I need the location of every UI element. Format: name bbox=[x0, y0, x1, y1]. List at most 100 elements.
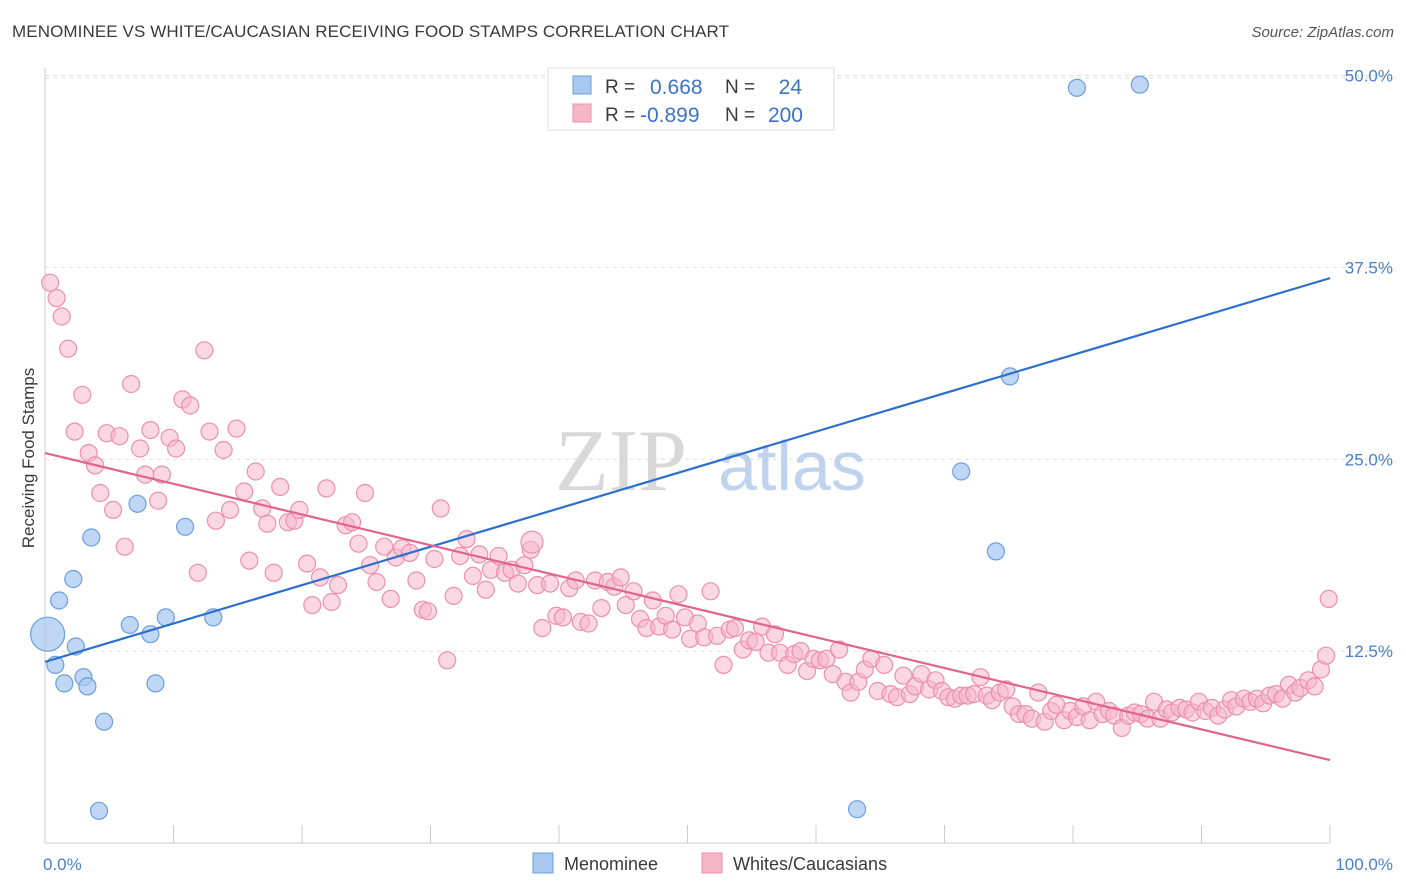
whites-point bbox=[616, 595, 635, 615]
source-label: Source: ZipAtlas.com bbox=[1251, 24, 1394, 41]
whites-point bbox=[246, 462, 265, 481]
whites-point bbox=[1305, 677, 1324, 696]
chart-title: MENOMINEE VS WHITE/CAUCASIAN RECEIVING F… bbox=[12, 22, 730, 41]
whites-point bbox=[220, 500, 240, 519]
whites-point bbox=[997, 680, 1016, 699]
whites-point bbox=[58, 339, 78, 358]
menominee-point bbox=[78, 677, 97, 696]
whites-point bbox=[122, 374, 141, 394]
whites-point bbox=[367, 572, 386, 592]
whites-point bbox=[103, 500, 123, 519]
whites-point bbox=[188, 563, 207, 582]
legend-swatch-pink bbox=[572, 103, 592, 123]
whites-point bbox=[258, 514, 277, 533]
whites-point bbox=[701, 582, 720, 601]
whites-point bbox=[725, 618, 745, 638]
x-tick-min: 0.0% bbox=[43, 855, 82, 874]
menominee-point bbox=[986, 542, 1006, 561]
legend-r-label-2: R = bbox=[605, 105, 635, 126]
y-tick-labels: 12.5% 25.0% 37.5% 50.0% bbox=[1345, 67, 1393, 662]
whites-point bbox=[235, 482, 254, 501]
whites-point bbox=[214, 440, 233, 460]
whites-point bbox=[264, 563, 283, 582]
watermark-atlas: atlas bbox=[718, 427, 866, 505]
legend-box: R = 0.668 N = 24 R = -0.899 N = 200 bbox=[547, 67, 835, 131]
menominee-trend-line bbox=[44, 277, 1331, 663]
whites-point bbox=[381, 589, 400, 609]
whites-point bbox=[240, 551, 259, 570]
axes bbox=[44, 68, 1331, 844]
bottom-legend-label-pink: Whites/Caucasians bbox=[733, 854, 887, 874]
legend-n-value-2: 200 bbox=[768, 104, 803, 127]
whites-point bbox=[47, 289, 66, 308]
watermark-zip: ZIP bbox=[555, 413, 687, 510]
whites-point bbox=[195, 341, 214, 360]
whites-point bbox=[271, 477, 290, 496]
whites-point bbox=[349, 534, 368, 553]
whites-point bbox=[407, 571, 426, 590]
menominee-point bbox=[55, 674, 74, 693]
points-pink bbox=[40, 273, 1338, 738]
whites-point bbox=[110, 427, 129, 446]
whites-point bbox=[611, 568, 630, 587]
menominee-point bbox=[952, 462, 971, 481]
whites-point bbox=[131, 439, 150, 458]
whites-point bbox=[669, 585, 688, 604]
whites-point bbox=[579, 614, 598, 633]
whites-point bbox=[476, 580, 495, 599]
x-tick-labels: 0.0% 100.0% bbox=[43, 855, 1393, 874]
whites-point bbox=[167, 439, 186, 458]
whites-point bbox=[662, 620, 682, 639]
legend-r-label-1: R = bbox=[605, 77, 635, 98]
watermark: ZIP atlas bbox=[555, 413, 866, 510]
bottom-legend: Menominee Whites/Caucasians bbox=[532, 852, 887, 874]
whites-point bbox=[714, 655, 733, 675]
menominee-point bbox=[94, 712, 114, 731]
y-tick-label: 25.0% bbox=[1345, 450, 1393, 469]
legend-n-value-1: 24 bbox=[779, 76, 803, 99]
whites-point bbox=[1319, 589, 1338, 609]
whites-point bbox=[206, 511, 225, 530]
menominee-point bbox=[82, 528, 101, 547]
whites-trend-line bbox=[44, 452, 1331, 762]
menominee-point bbox=[847, 800, 867, 819]
whites-point bbox=[765, 625, 785, 644]
whites-point bbox=[508, 574, 528, 593]
menominee-point bbox=[29, 616, 66, 652]
whites-point bbox=[746, 632, 765, 652]
whites-point bbox=[298, 554, 317, 573]
whites-point bbox=[322, 592, 341, 612]
whites-point bbox=[52, 307, 71, 326]
whites-point bbox=[592, 598, 611, 618]
bottom-legend-swatch-blue bbox=[532, 852, 554, 874]
whites-point bbox=[431, 499, 450, 518]
whites-point bbox=[200, 422, 219, 441]
bottom-legend-swatch-pink bbox=[701, 852, 723, 874]
whites-point bbox=[520, 530, 544, 554]
whites-point bbox=[425, 549, 444, 569]
whites-point bbox=[152, 465, 171, 484]
menominee-point bbox=[64, 569, 83, 589]
whites-point bbox=[438, 651, 457, 670]
menominee-point bbox=[176, 517, 195, 536]
whites-point bbox=[141, 421, 160, 440]
legend-swatch-blue bbox=[572, 75, 592, 95]
whites-point bbox=[444, 586, 463, 606]
whites-point bbox=[115, 537, 134, 556]
whites-point bbox=[303, 595, 322, 615]
trend-lines bbox=[44, 277, 1331, 762]
x-tick-max: 100.0% bbox=[1335, 855, 1393, 874]
whites-point bbox=[328, 575, 348, 595]
whites-point bbox=[553, 608, 573, 627]
whites-point bbox=[874, 655, 894, 675]
whites-point bbox=[540, 574, 560, 593]
y-tick-label: 37.5% bbox=[1345, 258, 1393, 277]
whites-point bbox=[355, 483, 375, 503]
menominee-point bbox=[120, 615, 139, 635]
legend-n-label-2: N = bbox=[725, 105, 755, 126]
whites-point bbox=[181, 396, 200, 415]
menominee-point bbox=[49, 591, 69, 610]
whites-point bbox=[40, 273, 60, 292]
whites-point bbox=[533, 618, 552, 638]
